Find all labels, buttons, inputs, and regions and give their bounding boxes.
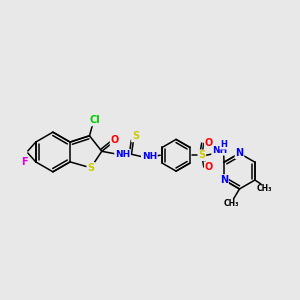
Text: S: S (132, 131, 139, 141)
Text: NH: NH (142, 152, 157, 161)
Text: NH: NH (212, 146, 227, 155)
Text: S: S (198, 150, 206, 160)
Text: H: H (220, 140, 227, 149)
Text: O: O (110, 135, 119, 146)
Text: N: N (220, 175, 228, 185)
Text: S: S (87, 163, 94, 173)
Text: F: F (22, 157, 28, 167)
Text: O: O (205, 138, 213, 148)
Text: NH: NH (115, 150, 130, 159)
Text: N: N (236, 148, 244, 158)
Text: O: O (205, 162, 213, 172)
Text: CH₃: CH₃ (257, 184, 273, 194)
Text: CH₃: CH₃ (224, 199, 239, 208)
Text: Cl: Cl (90, 116, 101, 125)
